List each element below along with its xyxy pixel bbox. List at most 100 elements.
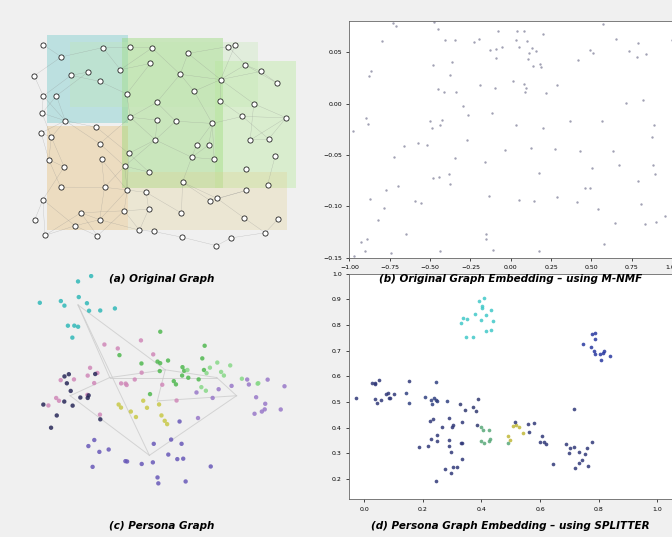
Point <box>429 18 439 26</box>
Point <box>130 413 141 422</box>
Point <box>83 391 94 400</box>
Point <box>507 76 518 85</box>
Point <box>462 136 472 144</box>
Point <box>87 462 98 471</box>
Point <box>446 447 457 456</box>
Point <box>435 121 446 129</box>
Point <box>238 213 249 222</box>
Point <box>393 182 404 190</box>
Point <box>473 395 484 403</box>
Point <box>175 70 185 78</box>
Point <box>444 170 455 178</box>
Point <box>99 183 110 192</box>
Point <box>360 247 371 256</box>
Point <box>510 121 521 129</box>
Point <box>589 347 599 356</box>
Point <box>177 363 188 372</box>
Point <box>159 417 170 425</box>
Point <box>134 226 145 235</box>
Point <box>360 114 371 122</box>
Point <box>255 67 266 76</box>
Point <box>541 440 552 448</box>
Point <box>204 364 215 372</box>
Point <box>520 88 531 97</box>
Point <box>561 439 572 448</box>
Point <box>366 67 376 75</box>
Point <box>650 217 661 226</box>
Point <box>155 367 165 375</box>
Point <box>386 249 396 257</box>
Point <box>162 420 173 429</box>
Point <box>370 395 380 403</box>
Point <box>540 89 551 98</box>
Point <box>212 194 222 203</box>
Point <box>38 92 48 100</box>
Point <box>209 155 220 164</box>
Point <box>69 321 80 330</box>
Point <box>43 401 54 410</box>
Point <box>136 359 146 368</box>
Point <box>438 88 449 96</box>
Point <box>476 437 487 446</box>
Point <box>446 469 456 477</box>
Point <box>433 172 444 181</box>
Point <box>149 227 159 236</box>
Point <box>456 318 466 327</box>
Point <box>186 153 197 162</box>
Point <box>580 449 591 458</box>
Point <box>171 380 181 389</box>
Point <box>486 326 497 335</box>
Point <box>529 418 540 427</box>
Point <box>511 27 522 35</box>
Point <box>382 389 393 397</box>
Point <box>147 458 158 467</box>
Point <box>491 45 501 53</box>
Point <box>370 380 381 388</box>
Text: (d) Persona Graph Embedding – using SPLITTER: (d) Persona Graph Embedding – using SPLI… <box>372 521 650 531</box>
Point <box>155 359 165 367</box>
Point <box>89 436 99 444</box>
Point <box>502 432 513 440</box>
Point <box>509 418 520 426</box>
Point <box>66 71 77 79</box>
Point <box>534 59 545 68</box>
Point <box>514 195 525 204</box>
Point <box>177 233 188 242</box>
Point <box>38 195 48 204</box>
Point <box>519 79 530 88</box>
Point <box>581 444 592 452</box>
Point <box>73 293 84 301</box>
Point <box>372 398 382 407</box>
Point <box>550 144 560 153</box>
Point <box>240 61 251 69</box>
Point <box>251 393 261 402</box>
Point <box>648 120 659 129</box>
Point <box>252 379 263 388</box>
Point <box>245 136 255 144</box>
Point <box>385 394 396 402</box>
Point <box>51 394 62 402</box>
Point <box>431 431 442 439</box>
Point <box>249 410 260 418</box>
Point <box>621 99 632 108</box>
Point <box>450 35 460 44</box>
Point <box>503 439 513 447</box>
Point <box>534 169 544 177</box>
Point <box>474 296 485 305</box>
Point <box>226 382 237 390</box>
Point <box>82 390 93 399</box>
Point <box>262 375 273 384</box>
Point <box>534 246 545 255</box>
Point <box>144 390 155 398</box>
Point <box>207 119 218 128</box>
Point <box>637 96 648 105</box>
Point <box>551 192 562 201</box>
Point <box>122 186 132 194</box>
Point <box>490 83 501 92</box>
Point <box>145 59 156 68</box>
Point <box>218 371 229 380</box>
Point <box>237 374 247 383</box>
Point <box>116 403 126 412</box>
Point <box>94 447 105 456</box>
Point <box>504 436 515 444</box>
